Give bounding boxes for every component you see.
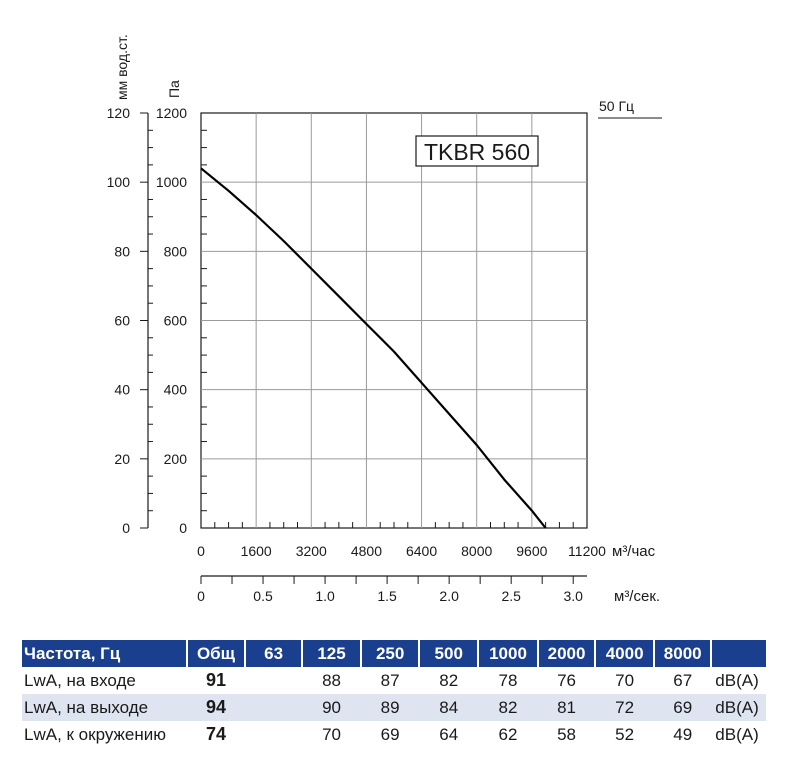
table-header-row: Частота, Гц Общ 63 125 250 500 1000 2000 4000 800… <box>22 640 766 667</box>
table-header-cell: 8000 <box>654 640 713 667</box>
table-header-cell: Частота, Гц <box>22 640 188 667</box>
fan-performance-chart: 0 1600 3200 4800 6400 8000 9600 112000200400600… <box>107 34 662 605</box>
y-pa-tick-label: 800 <box>164 243 188 259</box>
table-header-cell <box>711 640 766 667</box>
unit-cell: dB(A) <box>715 670 759 690</box>
value-cell: 67 <box>673 670 693 690</box>
total-cell: 94 <box>186 694 246 721</box>
x-sec-tick-label: 2.0 <box>439 588 459 604</box>
y-mm-unit-label: мм вод.ст. <box>114 34 130 100</box>
performance-curve <box>200 167 547 529</box>
y-mm-tick-label: 80 <box>114 243 130 259</box>
value-cell: 64 <box>439 724 459 744</box>
x-hour-tick-label: 9600 <box>516 543 547 559</box>
table-header-cell: 4000 <box>595 640 656 667</box>
noise-table: Частота, Гц Общ 63 125 250 500 1000 2000 4000 800… <box>22 640 766 748</box>
value-cell: 82 <box>478 694 538 721</box>
curve-layer <box>200 167 547 529</box>
model-label-box: TKBR 560 <box>415 135 539 167</box>
y-pa-tick-label: 1000 <box>156 174 187 190</box>
y-mm-tick-label: 20 <box>114 451 130 467</box>
x-sec-tick-label: 1.0 <box>315 588 335 604</box>
table-row: LwA, к окружению 74 70 69 64 62 58 52 49 dB(A) <box>22 721 766 748</box>
value-cell: 87 <box>380 670 400 690</box>
value-cell: 49 <box>673 724 693 744</box>
x-sec-tick-label: 0 <box>197 588 205 604</box>
x-hour-tick-label: 6400 <box>406 543 437 559</box>
unit-cell: dB(A) <box>715 724 759 744</box>
model-label: TKBR 560 <box>424 139 530 165</box>
x-sec-tick-label: 0.5 <box>253 588 273 604</box>
value-cell <box>245 667 302 694</box>
y-mm-tick-label: 100 <box>107 174 131 190</box>
row-label: LwA, на выходе <box>22 694 187 721</box>
chart-grid <box>200 112 588 529</box>
y-pa-tick-label: 1200 <box>156 105 187 121</box>
value-cell: 58 <box>557 724 577 744</box>
value-cell: 52 <box>615 724 635 744</box>
table-header-cell: 500 <box>419 640 480 667</box>
table-header-cell: 125 <box>302 640 362 667</box>
table-header-cell: 250 <box>360 640 421 667</box>
value-cell: 88 <box>322 670 341 690</box>
row-label: LwA, на входе <box>24 670 136 690</box>
x-hour-tick-label: 1600 <box>241 543 272 559</box>
value-cell: 82 <box>439 670 459 690</box>
chart-axes <box>140 112 587 584</box>
y-mm-tick-label: 0 <box>122 520 130 536</box>
value-cell: 70 <box>322 724 341 744</box>
value-cell: 69 <box>654 694 712 721</box>
row-label: LwA, к окружению <box>24 724 166 744</box>
value-cell: 69 <box>380 724 400 744</box>
x-sec-unit-label: м³/сек. <box>614 588 660 605</box>
y-mm-tick-label: 60 <box>114 313 130 329</box>
y-pa-tick-label: 400 <box>164 382 188 398</box>
frequency-label: 50 Гц <box>599 98 634 114</box>
x-hour-tick-label: 0 <box>197 543 205 559</box>
value-cell: 89 <box>360 694 420 721</box>
table-row: LwA, на выходе 94 90 89 84 82 81 72 69 dB(A) <box>22 694 766 721</box>
chart-labels: 0 1600 3200 4800 6400 8000 9600 112000200400600… <box>107 105 607 604</box>
value-cell <box>245 694 303 721</box>
table-header-cell: 2000 <box>538 640 597 667</box>
x-sec-tick-label: 3.0 <box>563 588 583 604</box>
x-sec-tick-label: 2.5 <box>501 588 521 604</box>
y-pa-tick-label: 200 <box>164 451 188 467</box>
table-header-cell: 1000 <box>478 640 539 667</box>
table-row: LwA, на входе 91 88 87 82 78 76 70 67 dB(A) <box>22 667 766 694</box>
value-cell: 78 <box>498 670 518 690</box>
total-cell: 91 <box>205 670 227 690</box>
table-header-cell: Общ <box>186 640 247 667</box>
value-cell: 72 <box>595 694 655 721</box>
value-cell: 81 <box>538 694 596 721</box>
value-cell: 62 <box>498 724 518 744</box>
x-hour-tick-label: 4800 <box>351 543 382 559</box>
total-cell: 74 <box>205 724 227 744</box>
y-pa-unit-label: Па <box>166 80 182 98</box>
unit-cell: dB(A) <box>711 694 766 721</box>
value-cell: 76 <box>557 670 577 690</box>
value-cell: 70 <box>615 670 635 690</box>
x-sec-tick-label: 1.5 <box>377 588 397 604</box>
value-cell: 90 <box>302 694 361 721</box>
y-pa-tick-label: 0 <box>179 520 187 536</box>
y-mm-tick-label: 40 <box>114 382 130 398</box>
x-hour-tick-label: 8000 <box>461 543 492 559</box>
x-hour-unit-label: м³/час <box>612 543 656 560</box>
y-mm-tick-label: 120 <box>107 105 131 121</box>
x-hour-tick-label: 3200 <box>296 543 327 559</box>
value-cell <box>245 721 302 748</box>
table-header-cell: 63 <box>245 640 304 667</box>
x-hour-tick-label: 11200 <box>568 543 606 559</box>
value-cell: 84 <box>419 694 479 721</box>
y-pa-tick-label: 600 <box>164 313 188 329</box>
